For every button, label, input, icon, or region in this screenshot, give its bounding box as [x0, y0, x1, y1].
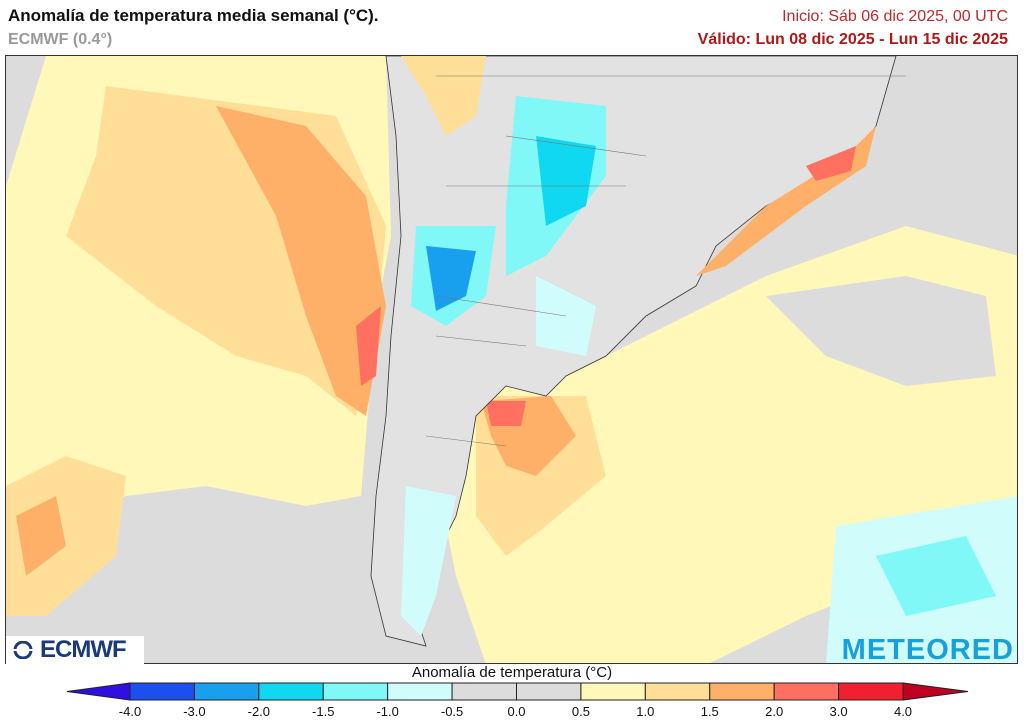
patagonia-cool: [401, 486, 456, 636]
colorbar-title: Anomalía de temperatura (°C): [411, 664, 613, 681]
colorbar-tick-label: 1.0: [636, 704, 655, 719]
colorbar-under-triangle: [66, 682, 131, 701]
colorbar-segment: [129, 682, 195, 701]
valid-period: Válido: Lun 08 dic 2025 - Lun 15 dic 202…: [697, 31, 1008, 48]
colorbar-segment: [451, 682, 518, 701]
colorbar-tick-label: -2.0: [247, 704, 271, 719]
colorbar-segment: [838, 682, 904, 701]
anomaly-map: [5, 55, 1018, 664]
colorbar-tick-label: 3.0: [829, 704, 848, 719]
colorbar-segment: [580, 682, 646, 701]
colorbar-segment: [709, 682, 775, 701]
pacific-orange: [216, 106, 386, 416]
colorbar-tick-label: 0.0: [507, 704, 526, 719]
colorbar: [66, 682, 969, 701]
ecmwf-logo-text: ECMWF: [40, 636, 127, 663]
map-title: Anomalía de temperatura media semanal (°…: [8, 6, 379, 25]
init-time: Inicio: Sáb 06 dic 2025, 00 UTC: [782, 8, 1008, 25]
colorbar-tick-label: -1.5: [312, 704, 335, 719]
colorbar-tick-label: 4.0: [893, 704, 913, 719]
colorbar-over-triangle: [902, 682, 969, 701]
brazil-coast-warm: [696, 126, 876, 276]
colorbar-segment: [193, 682, 260, 701]
colorbar-tick-label: 2.0: [765, 704, 784, 719]
colorbar-tick-label: -0.5: [440, 704, 464, 719]
colorbar-segment: [322, 682, 389, 701]
meteored-logo: METEORED: [841, 634, 1014, 666]
ecmwf-logo: ECMWF: [6, 636, 144, 664]
colorbar-tick-label: -4.0: [118, 704, 142, 719]
ecmwf-emblem-icon: [12, 641, 34, 659]
colorbar-segment: [258, 682, 324, 701]
map-field: [6, 56, 1017, 663]
colorbar-segment: [773, 682, 840, 701]
model-label: ECMWF (0.4°): [8, 31, 113, 48]
colorbar-tick-label: 1.5: [700, 704, 719, 719]
colorbar-tick-label: 0.5: [571, 704, 590, 719]
colorbar-segment: [644, 682, 711, 701]
colorbar-segment: [516, 682, 582, 701]
south-america-land: [370, 56, 897, 647]
colorbar-tick-label: -3.0: [183, 704, 206, 719]
colorbar-segment: [387, 682, 453, 701]
colorbar-tick-label: -1.0: [376, 704, 399, 719]
